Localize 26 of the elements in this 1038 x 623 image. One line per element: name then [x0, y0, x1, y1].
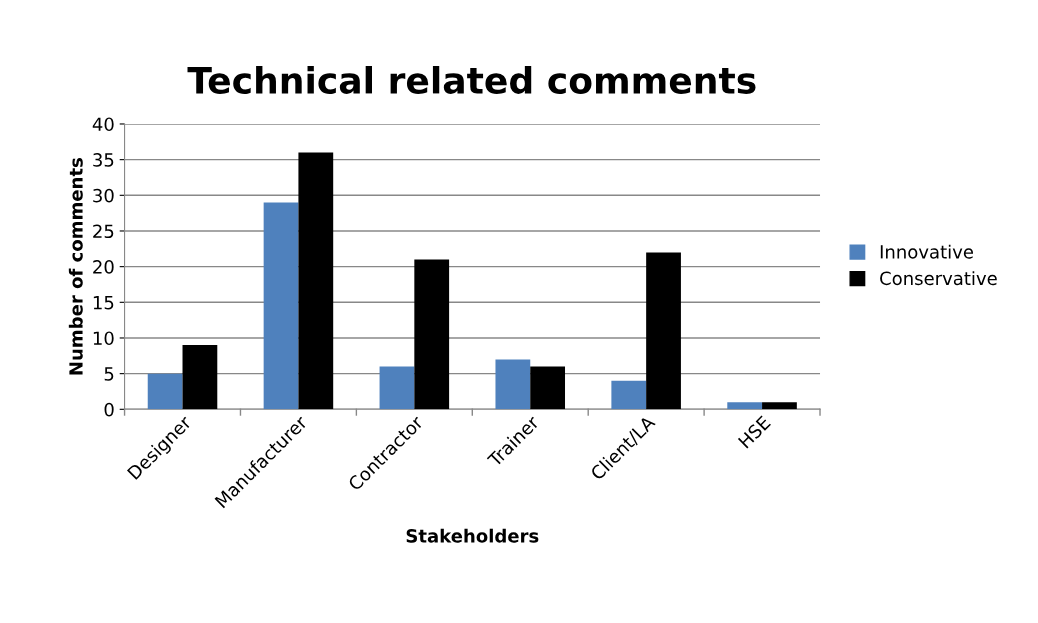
y-tick-label: 30 [93, 188, 114, 203]
y-axis-title: Number of comments [68, 158, 83, 375]
y-tick-label: 20 [93, 260, 114, 274]
bar [611, 380, 647, 410]
bar [727, 402, 763, 410]
y-tick-label: 5 [104, 367, 114, 381]
y-tick-label: 0 [104, 402, 114, 417]
bar [147, 373, 183, 410]
bar [762, 402, 797, 410]
bar [646, 252, 681, 410]
x-axis-title: Stakeholders [406, 528, 539, 543]
y-tick-label: 15 [93, 296, 114, 310]
y-tick-label: 35 [93, 153, 114, 167]
legend-label: Conservative [880, 271, 997, 286]
y-tick-label: 10 [93, 331, 114, 346]
y-tick-label: 25 [93, 224, 114, 239]
bar [298, 152, 334, 410]
chart-title: Technical related comments [187, 65, 756, 94]
bar [414, 259, 450, 410]
bar [379, 366, 415, 410]
bar [263, 202, 299, 410]
y-tick-label: 40 [92, 117, 114, 132]
bar [495, 359, 531, 410]
bar [530, 366, 566, 410]
bar [182, 345, 218, 410]
legend-label: Innovative [880, 244, 973, 259]
